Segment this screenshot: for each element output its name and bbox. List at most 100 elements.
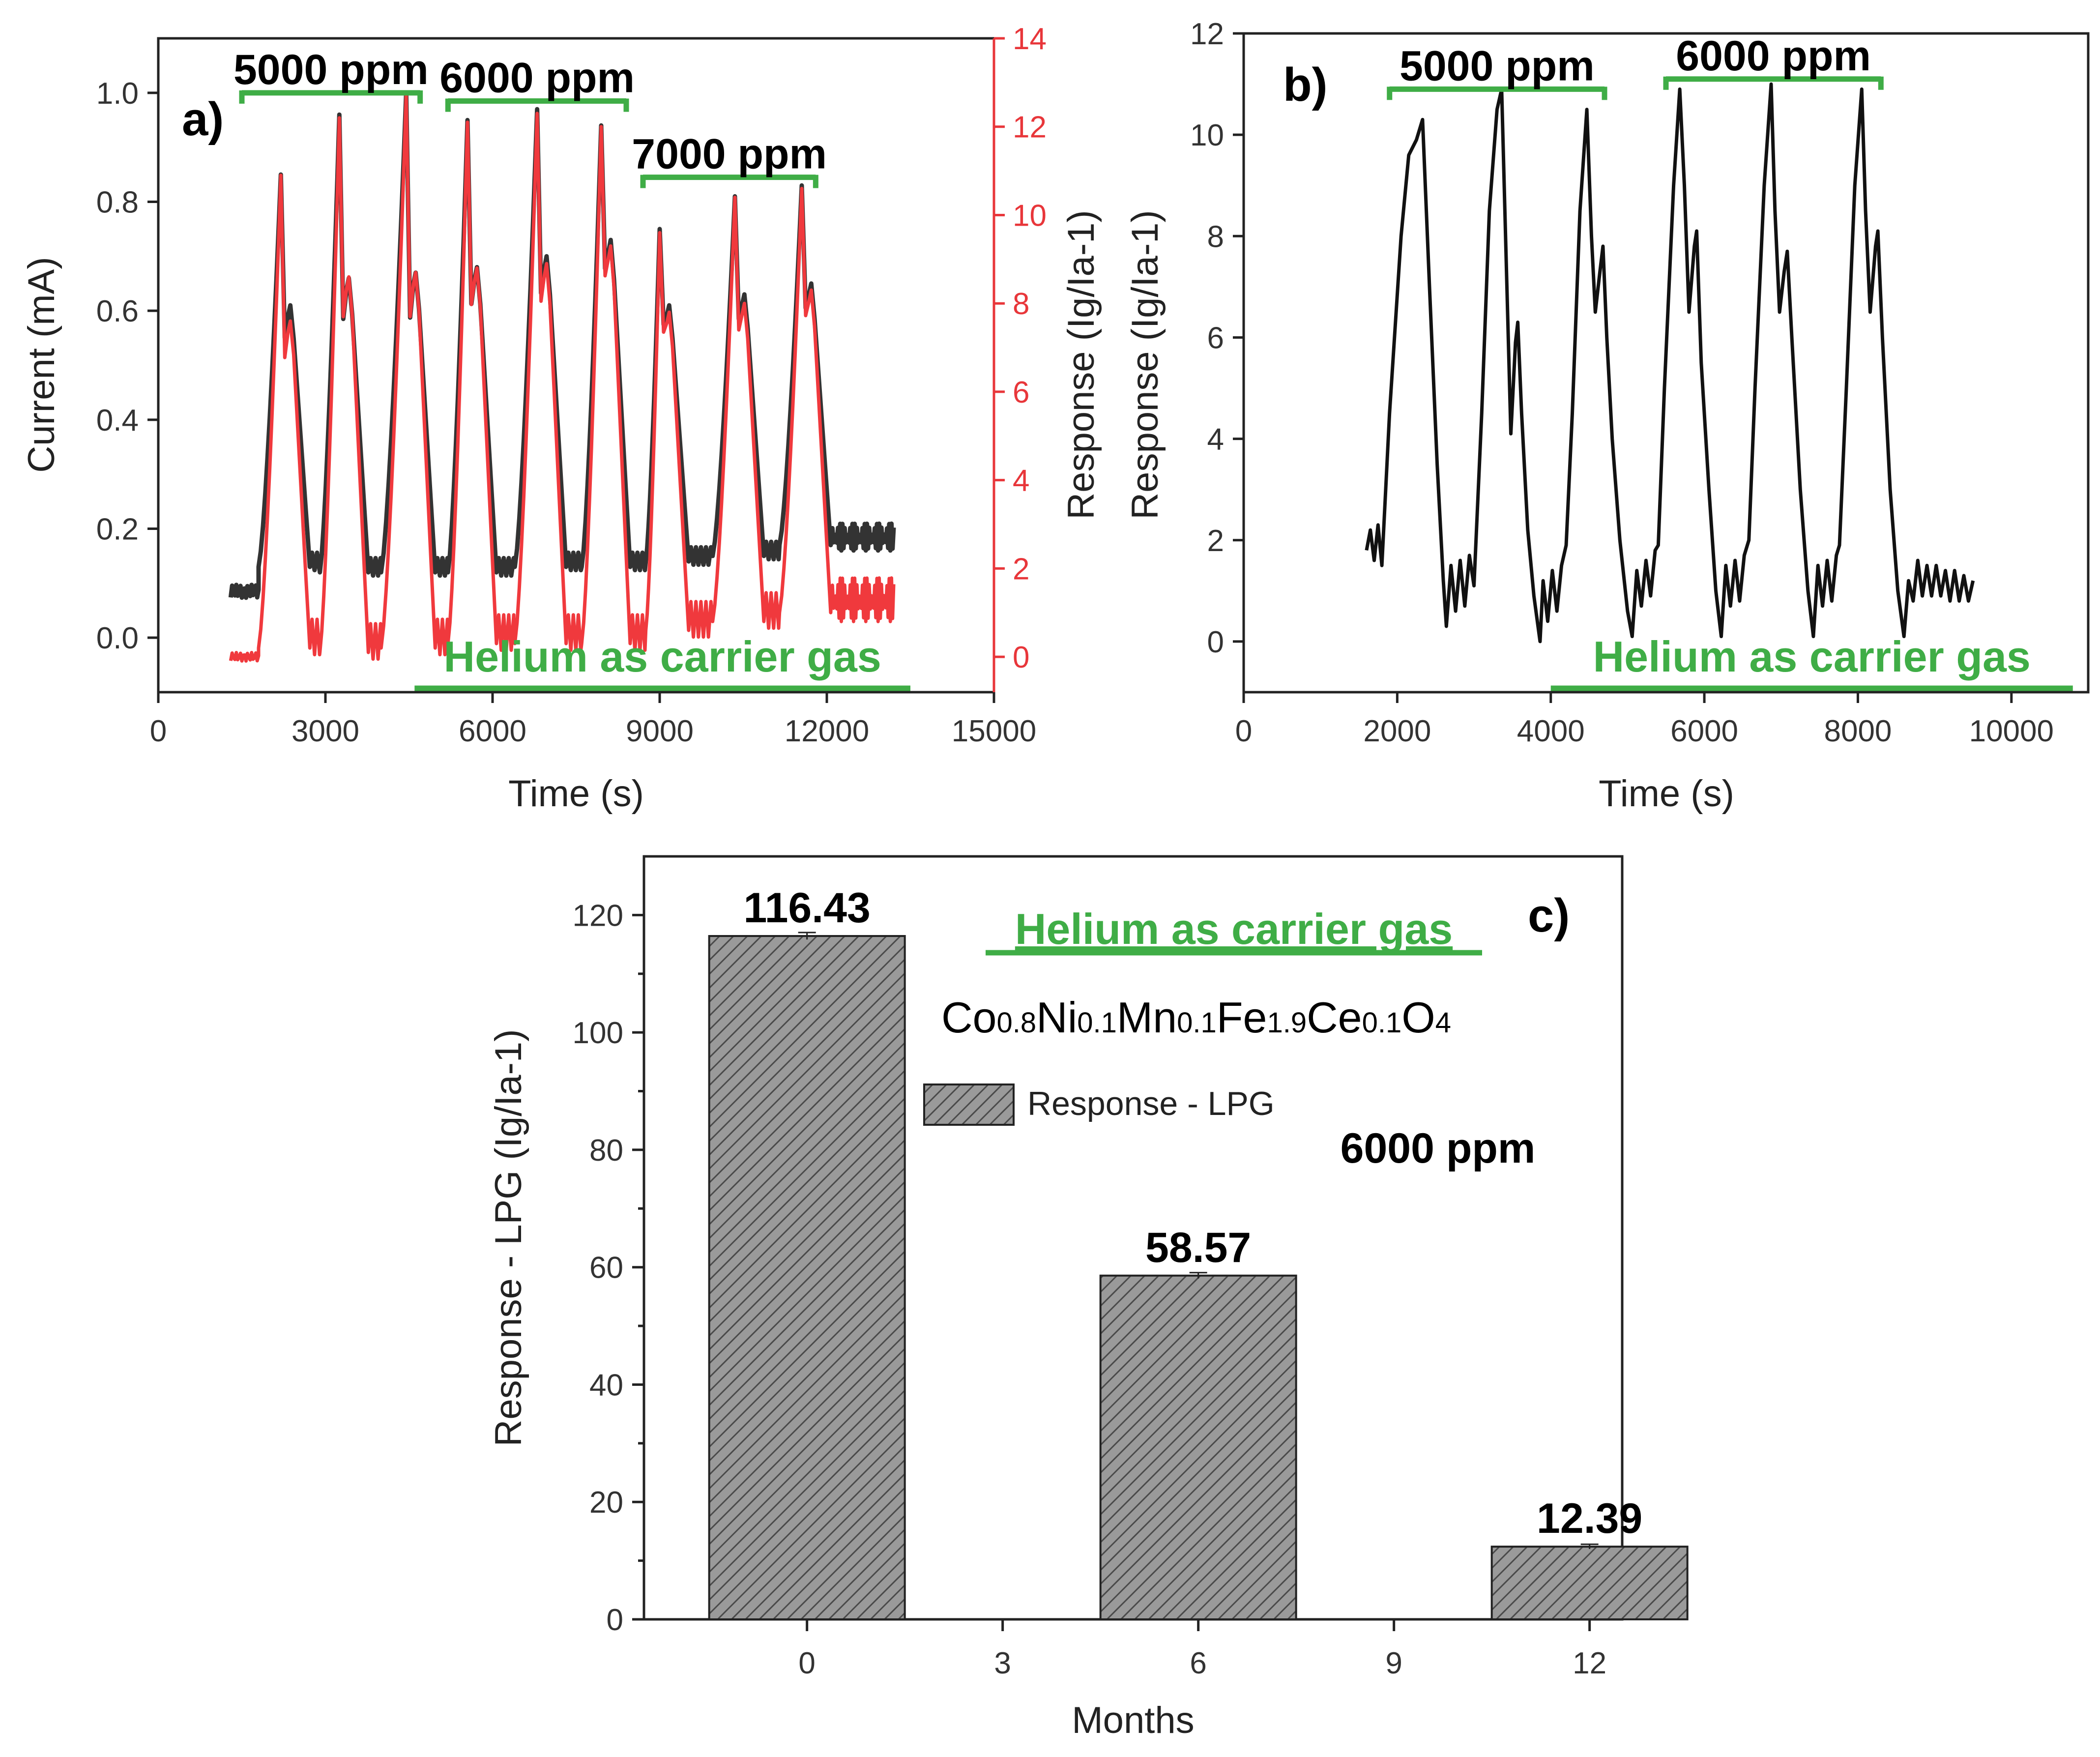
panel-a-right-y-axis-label: Response (Ig/Ia-1) [1060, 210, 1102, 519]
panel-b-x-tick-label: 6000 [1670, 714, 1738, 748]
panel-c-x-ticks: 0 3 6 9 12 [798, 1619, 1606, 1680]
panel-c-y-axis-label: Response - LPG (Ig/Ia-1) [488, 1029, 529, 1446]
panel-a-concentration-label: 5000 ppm [233, 46, 429, 93]
panel-b-y-ticks: 0 2 4 6 8 10 12 [1190, 17, 1244, 659]
panel-a-right-y-tick-label: 12 [1013, 111, 1047, 145]
panel-b-y-tick-label: 0 [1207, 625, 1224, 659]
panel-b-label: b) [1283, 59, 1328, 111]
panel-c-x-axis-label: Months [1072, 1699, 1194, 1741]
panel-c-y-tick-label: 60 [589, 1251, 623, 1285]
panel-c-bar-value-label: 58.57 [1145, 1224, 1251, 1271]
panel-a-x-tick-label: 0 [150, 714, 167, 748]
panel-c-bar [708, 935, 906, 1620]
panel-c-formula-element: Mn [1117, 993, 1177, 1042]
panel-a-y-tick-label: 0.6 [96, 294, 139, 328]
panel-b-plot-area [1365, 82, 1975, 644]
panel-a-y-axis-label: Current (mA) [21, 257, 62, 472]
panel-b-x-tick-label: 10000 [1969, 714, 2054, 748]
panel-a-x-tick-label: 15000 [952, 714, 1036, 748]
panel-b-concentration-label: 6000 ppm [1676, 32, 1871, 80]
panel-c-x-tick-label: 3 [994, 1646, 1011, 1680]
panel-b-x-tick-label: 0 [1235, 714, 1252, 748]
panel-a-concentration-label: 6000 ppm [439, 54, 635, 101]
panel-a-x-tick-label: 9000 [626, 714, 694, 748]
panel-b-y-tick-label: 8 [1207, 220, 1224, 254]
panel-c-formula-element: O [1401, 993, 1435, 1042]
panel-c-y-tick-label: 40 [589, 1368, 623, 1402]
panel-b-x-ticks: 0 2000 4000 6000 8000 10000 [1235, 692, 2054, 748]
panel-a-response-line [229, 94, 896, 663]
panel-a-annotations: 5000 ppm 6000 ppm 7000 ppm Helium as carrie… [233, 46, 910, 691]
panel-a-right-y-tick-label: 14 [1013, 22, 1047, 56]
panel-c-x-tick-label: 9 [1385, 1646, 1402, 1680]
panel-a-x-tick-label: 12000 [785, 714, 869, 748]
panel-c-formula-element: Fe [1217, 993, 1267, 1042]
panel-b-x-tick-label: 8000 [1824, 714, 1892, 748]
panel-b-y-tick-label: 2 [1207, 524, 1224, 558]
panel-b-y-tick-label: 12 [1190, 17, 1224, 51]
panel-a-right-y-ticks: 0 2 4 6 8 10 12 14 [992, 22, 1047, 692]
panel-a-right-y-tick-label: 6 [1013, 376, 1029, 410]
panel-b-y-tick-label: 6 [1207, 321, 1224, 355]
panel-c-y-tick-label: 80 [589, 1134, 623, 1168]
panel-a-right-y-tick-label: 8 [1013, 287, 1029, 321]
panel-c-y-tick-label: 100 [573, 1016, 623, 1050]
panel-a-x-ticks: 0 3000 6000 9000 12000 15000 [150, 692, 1036, 748]
panel-c-y-tick-label: 120 [573, 899, 623, 933]
panel-a-chart: 0 3000 6000 9000 12000 15000 0.0 0.2 0.4 0.6 0.8 1… [21, 22, 1102, 815]
panel-c-formula-subscript: 4 [1435, 1007, 1451, 1039]
panel-a-y-tick-label: 0.0 [96, 621, 139, 655]
panel-c-formula-subscript: 0.1 [1177, 1007, 1217, 1039]
panel-c-formula-element: Ni [1036, 993, 1077, 1042]
panel-a-plot-area [228, 90, 896, 663]
panel-a-concentration-label: 7000 ppm [632, 131, 827, 178]
panel-b-y-axis-label: Response (Ig/Ia-1) [1124, 210, 1166, 519]
panel-c-x-tick-label: 6 [1190, 1646, 1206, 1680]
panel-a-left-y-ticks: 0.0 0.2 0.4 0.6 0.8 1.0 [96, 77, 158, 655]
panel-a-y-tick-label: 0.2 [96, 513, 139, 547]
panel-c-x-tick-label: 12 [1573, 1646, 1606, 1680]
panel-c-bar [1099, 1274, 1297, 1621]
panel-c-formula-subscript: 0.8 [997, 1007, 1037, 1039]
panel-c-formula-subscript: 0.1 [1362, 1007, 1402, 1039]
panel-c-y-tick-label: 0 [607, 1603, 623, 1637]
panel-c-y-ticks: 0 20 40 60 80 100 120 [573, 899, 644, 1637]
panel-a-right-y-tick-label: 4 [1013, 464, 1029, 498]
panel-b-x-tick-label: 2000 [1363, 714, 1431, 748]
panel-c-legend-swatch [923, 1083, 1015, 1126]
panel-c-formula: Co0.8Ni0.1Mn0.1Fe1.9Ce0.1O4 [941, 993, 1451, 1042]
panel-b-annotations: 5000 ppm 6000 ppm Helium as carrier gas [1387, 32, 2073, 691]
panel-c-bar [1490, 1546, 1689, 1621]
panel-b-carrier-gas-label: Helium as carrier gas [1593, 632, 2031, 681]
panel-b-x-tick-label: 4000 [1517, 714, 1585, 748]
panel-c-y-tick-label: 20 [589, 1486, 623, 1520]
panel-a-right-y-tick-label: 2 [1013, 552, 1029, 586]
panel-a-carrier-gas-label: Helium as carrier gas [444, 632, 881, 681]
panel-c-label: c) [1528, 889, 1570, 942]
panel-b-chart: 0 2000 4000 6000 8000 10000 0 2 4 6 8 10 12 5000 pp… [1124, 17, 2090, 815]
panel-c-plot-area: 116.43 58.57 12.39 [708, 884, 1689, 1621]
panel-c-bar-value-label: 12.39 [1537, 1495, 1642, 1542]
panel-b-y-tick-label: 4 [1207, 423, 1224, 457]
panel-c-x-tick-label: 0 [798, 1646, 815, 1680]
panel-c-formula-element: Ce [1307, 993, 1362, 1042]
panel-a-label: a) [182, 93, 224, 146]
panel-c-formula-element: Co [941, 993, 997, 1042]
panel-a-x-tick-label: 3000 [292, 714, 359, 748]
panel-b-response-line [1365, 82, 1975, 644]
panel-c-concentration-label: 6000 ppm [1341, 1125, 1536, 1172]
panel-b-frame [1242, 32, 2090, 694]
panel-a-x-axis-label: Time (s) [508, 773, 644, 815]
panel-b-x-axis-label: Time (s) [1599, 773, 1734, 815]
panel-b-concentration-label: 5000 ppm [1400, 42, 1595, 89]
panel-c-formula-subscript: 0.1 [1077, 1007, 1117, 1039]
panel-c-legend-label: Response - LPG [1027, 1085, 1275, 1122]
panel-b-y-tick-label: 10 [1190, 118, 1224, 152]
panel-a-right-y-tick-label: 0 [1013, 641, 1029, 674]
panel-c-bar-value-label: 116.43 [744, 884, 871, 932]
panel-c-carrier-gas-label: Helium as carrier gas [1015, 905, 1453, 953]
panel-a-x-tick-label: 6000 [459, 714, 526, 748]
panel-a-right-y-tick-label: 10 [1013, 199, 1047, 233]
